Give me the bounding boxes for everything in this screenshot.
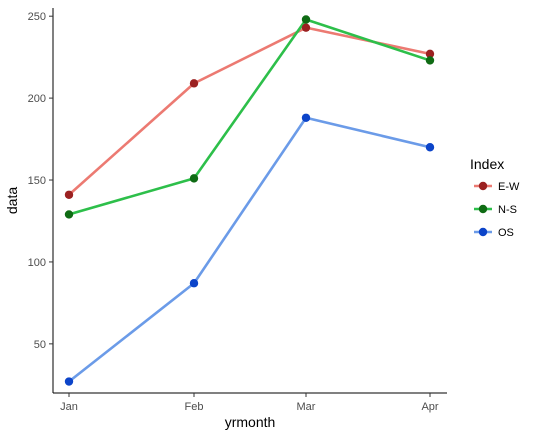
legend-label: N-S <box>498 204 517 216</box>
data-point-e-w <box>189 79 199 88</box>
legend-key-point <box>478 181 488 191</box>
data-point-n-s <box>189 174 199 183</box>
data-point-n-s <box>425 56 435 65</box>
y-tick-label: 50 <box>34 339 46 351</box>
series-line-e-w <box>67 26 432 197</box>
series-lines <box>67 18 432 383</box>
y-tick-label: 150 <box>28 175 46 187</box>
data-point-e-w <box>64 190 74 199</box>
data-point-n-s <box>301 15 311 24</box>
y-tick-label: 250 <box>28 11 46 23</box>
x-tick-label: Feb <box>185 401 204 413</box>
x-tick-label: Mar <box>297 401 316 413</box>
y-axis-title: data <box>4 187 20 214</box>
legend: Index E-W N-S OS <box>470 156 520 239</box>
legend-label: E-W <box>498 181 520 193</box>
legend-key-point <box>478 204 488 214</box>
legend-items: E-W N-S OS <box>474 181 520 239</box>
y-tick-label: 200 <box>28 93 46 105</box>
legend-title: Index <box>470 156 504 172</box>
data-point-e-w <box>301 23 311 32</box>
data-point-os <box>301 113 311 122</box>
data-point-os <box>189 279 199 288</box>
data-point-n-s <box>64 210 74 219</box>
legend-label: OS <box>498 227 514 239</box>
series-line-n-s <box>67 18 432 216</box>
legend-item-e-w: E-W <box>474 181 520 193</box>
y-ticks: 50 100 150 200 250 <box>28 11 53 351</box>
x-tick-label: Jan <box>60 401 78 413</box>
legend-item-n-s: N-S <box>474 204 517 216</box>
y-tick-label: 100 <box>28 257 46 269</box>
legend-key-point <box>478 227 488 237</box>
x-ticks: Jan Feb Mar Apr <box>60 393 439 413</box>
x-axis-title: yrmonth <box>225 414 276 430</box>
data-point-os <box>64 377 74 386</box>
series-line-os <box>67 116 432 383</box>
data-point-e-w <box>425 49 435 59</box>
axes: 50 100 150 200 250 Jan Feb Mar Apr <box>28 8 447 413</box>
series-points <box>64 15 435 386</box>
legend-item-os: OS <box>474 227 514 239</box>
data-point-os <box>425 143 435 152</box>
x-tick-label: Apr <box>421 401 438 413</box>
